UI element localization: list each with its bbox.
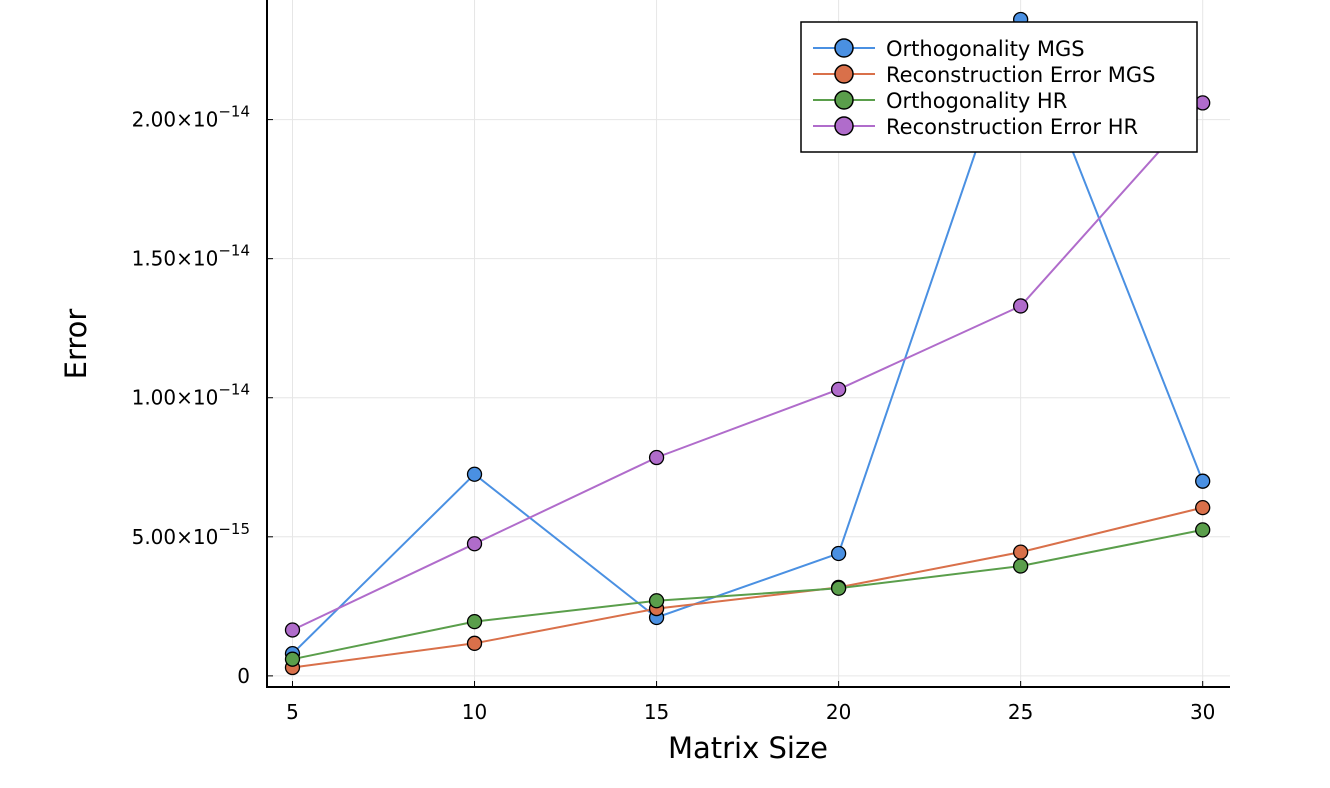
data-point xyxy=(830,580,847,596)
data-point xyxy=(284,622,301,638)
x-tick-label: 30 xyxy=(1190,700,1215,724)
legend-marker xyxy=(834,90,854,110)
legend-marker xyxy=(834,38,854,58)
series-line xyxy=(292,102,1204,631)
data-point xyxy=(466,536,483,552)
y-tick-label: 5.00×10−15 xyxy=(132,520,250,549)
data-point xyxy=(466,635,483,651)
series-line xyxy=(292,506,1203,669)
y-tick-label: 0 xyxy=(237,664,250,688)
x-tick-label: 10 xyxy=(462,700,487,724)
data-point xyxy=(1195,499,1211,516)
legend-marker xyxy=(834,64,854,84)
data-point xyxy=(466,466,483,482)
series-3 xyxy=(284,95,1211,638)
legend-label: Orthogonality HR xyxy=(886,89,1067,113)
y-tick-label: 1.00×10−14 xyxy=(132,381,250,410)
legend-marker xyxy=(834,116,854,136)
x-axis-title: Matrix Size xyxy=(668,731,828,765)
data-point xyxy=(1195,522,1211,538)
y-tick-label: 1.50×10−14 xyxy=(132,242,250,271)
data-point xyxy=(1195,95,1211,111)
y-axis-title: Error xyxy=(59,309,93,380)
legend-box xyxy=(800,21,1198,153)
x-tick-label: 5 xyxy=(286,700,299,724)
axes: 5 10 15 20 25 30 0 5.00×10−15 1.00×10−14 1.50×10−… xyxy=(132,0,1230,724)
y-tick-label: 2.00×10−14 xyxy=(132,103,250,132)
grid xyxy=(267,0,1230,687)
legend-label: Reconstruction Error MGS xyxy=(886,63,1155,87)
data-point xyxy=(466,613,483,630)
x-tick-label: 15 xyxy=(644,700,669,724)
data-point xyxy=(1013,544,1029,560)
data-point xyxy=(830,381,847,398)
legend-label: Orthogonality MGS xyxy=(886,37,1085,61)
data-point xyxy=(1195,473,1211,489)
x-tick-label: 20 xyxy=(826,700,851,724)
series-1 xyxy=(284,499,1211,676)
data-point xyxy=(1013,298,1029,314)
x-tick-label: 25 xyxy=(1008,700,1033,724)
data-point xyxy=(648,593,665,609)
series-2 xyxy=(284,522,1211,667)
legend-label: Reconstruction Error HR xyxy=(886,115,1138,139)
data-point xyxy=(284,651,301,667)
data-point xyxy=(648,449,665,466)
data-point xyxy=(830,545,847,562)
series-line xyxy=(292,528,1203,661)
data-point xyxy=(1013,558,1029,574)
